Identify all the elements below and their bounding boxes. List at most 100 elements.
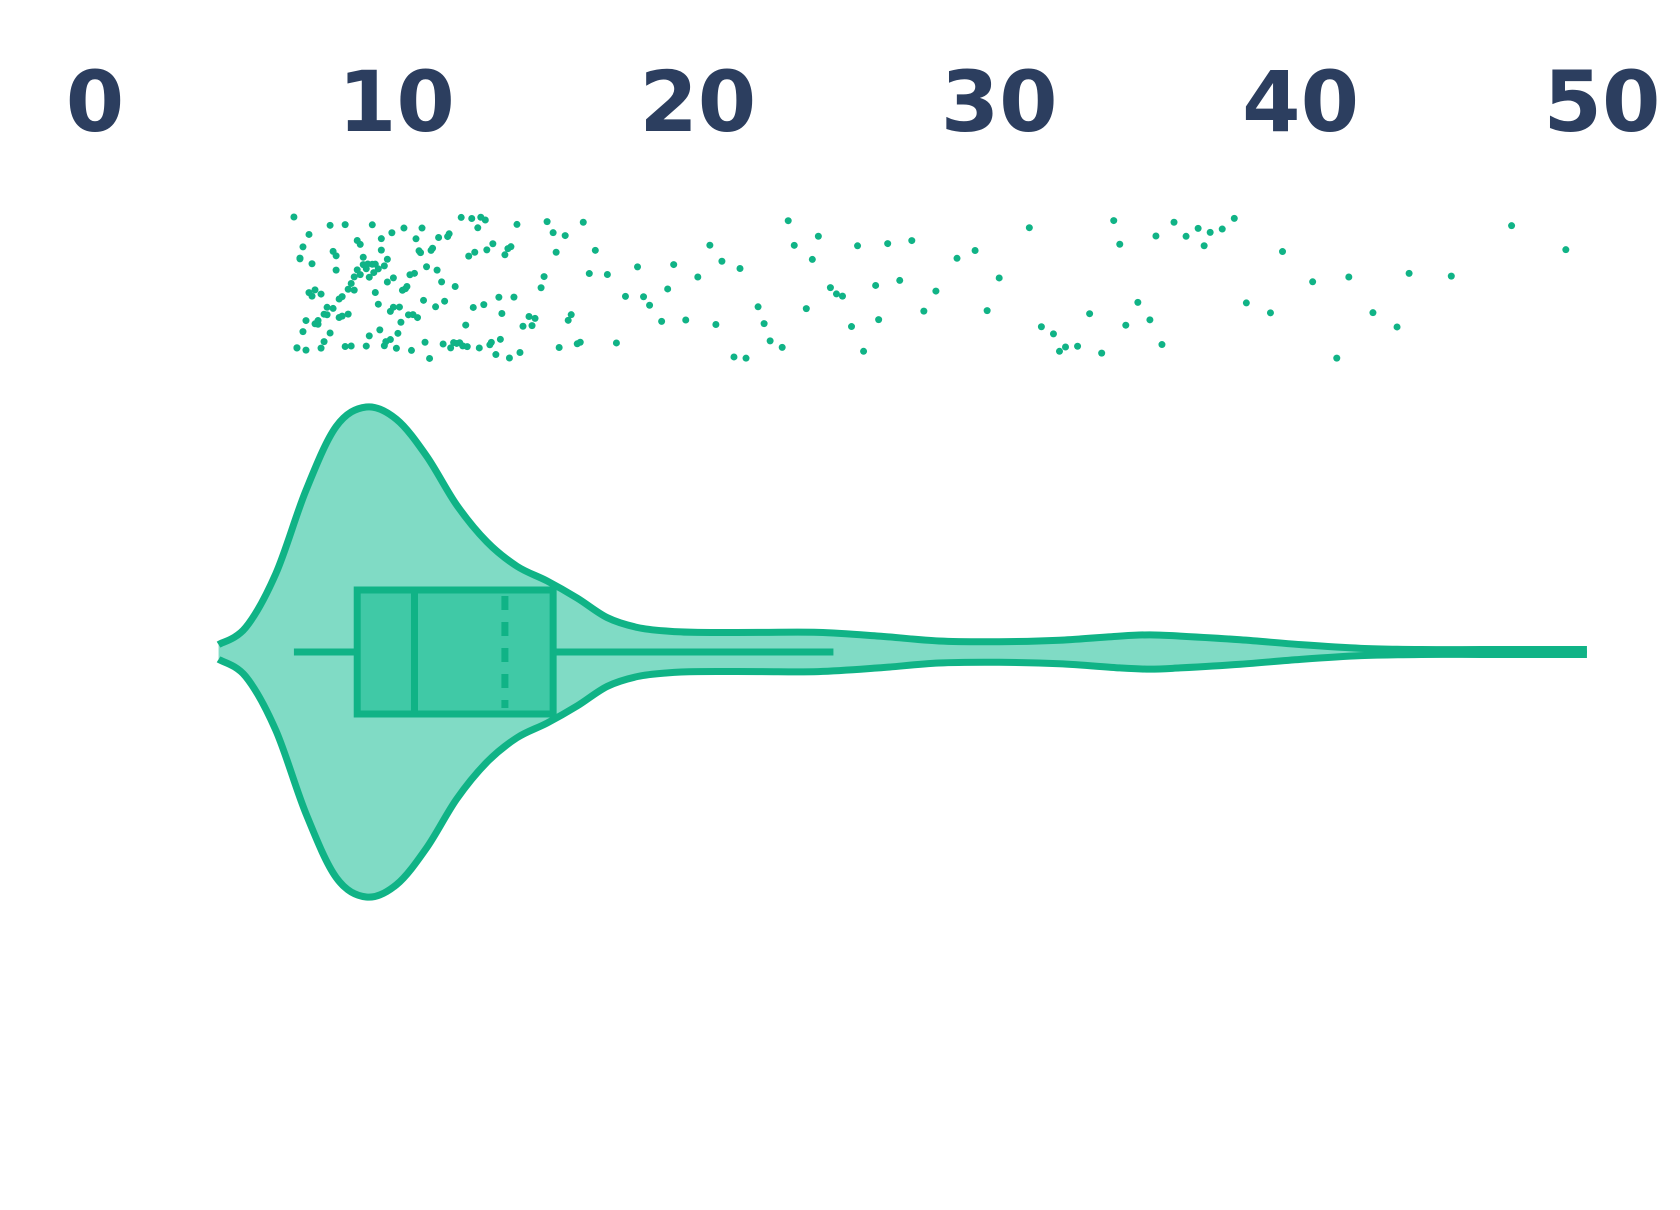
jitter-point (415, 247, 423, 255)
jitter-point (305, 230, 313, 238)
jitter-point (370, 269, 378, 277)
jitter-point (441, 297, 449, 305)
jitter-point (591, 246, 599, 254)
jitter-point (406, 271, 414, 279)
jitter-point (293, 344, 301, 352)
jitter-point (364, 260, 372, 268)
jitter-point (634, 263, 642, 271)
jitter-point (516, 349, 524, 357)
jitter-point (347, 342, 355, 350)
x-tick-label: 50 (1544, 53, 1661, 151)
jitter-point (1182, 232, 1190, 240)
jitter-point (1158, 341, 1166, 349)
jitter-point (471, 248, 479, 256)
jitter-point (498, 309, 506, 317)
jitter-point (983, 307, 991, 315)
jitter-point (778, 343, 786, 351)
jitter-point (561, 232, 569, 240)
jitter-point (1025, 224, 1033, 232)
jitter-point (338, 293, 346, 301)
jitter-point (323, 311, 331, 319)
jitter-point (1152, 232, 1160, 240)
jitter-point (848, 323, 856, 331)
jitter-point (462, 321, 470, 329)
jitter-point (664, 285, 672, 293)
jitter-point (377, 235, 385, 243)
jitter-point (496, 335, 504, 343)
jitter-point (389, 274, 397, 282)
jitter-point (323, 303, 331, 311)
jitter-point (896, 276, 904, 284)
jitter-point (487, 338, 495, 346)
jitter-point (706, 241, 714, 249)
jitter-point (426, 354, 434, 362)
jitter-point (350, 273, 358, 281)
x-tick-label: 0 (66, 53, 124, 151)
jitter-point (1369, 309, 1377, 317)
jitter-point (388, 229, 396, 237)
jitter-point (920, 307, 928, 315)
jitter-point (1194, 224, 1202, 232)
jitter-point (621, 292, 629, 300)
jitter-point (579, 218, 587, 226)
jitter-point (1098, 349, 1106, 357)
jitter-point (1562, 246, 1570, 254)
jitter-point (1170, 218, 1178, 226)
jitter-point (1393, 323, 1401, 331)
jitter-point (492, 351, 500, 359)
jitter-point (468, 214, 476, 222)
jitter-point (365, 273, 373, 281)
jitter-point (519, 322, 527, 330)
x-tick-label: 20 (639, 53, 756, 151)
jitter-point (1333, 354, 1341, 362)
jitter-point (469, 303, 477, 311)
jitter-point (1086, 310, 1094, 318)
violin-upper (216, 403, 1587, 654)
jitter-point (308, 260, 316, 268)
jitter-point (531, 314, 539, 322)
jitter-point (409, 311, 417, 319)
jitter-point (1345, 273, 1353, 281)
jitter-point (802, 305, 810, 313)
jitter-point (403, 282, 411, 290)
jitter-point (854, 242, 862, 250)
jitter-point (438, 278, 446, 286)
jitter-point (1200, 242, 1208, 250)
jitter-point (1146, 316, 1154, 324)
jitter-point (439, 340, 447, 348)
jitter-point (365, 332, 373, 340)
jitter-point (377, 246, 385, 254)
jitter-point (308, 292, 316, 300)
jitter-point (392, 344, 400, 352)
jitter-point (1037, 323, 1045, 331)
jitter-point (1309, 278, 1317, 286)
jitter-point (418, 224, 426, 232)
jitter-point (451, 282, 459, 290)
jitter-point (423, 263, 431, 271)
jitter-point (1230, 214, 1238, 222)
jitter-point (1405, 269, 1413, 277)
jitter-point (1279, 248, 1287, 256)
jitter-point (754, 303, 762, 311)
jitter-point (394, 329, 402, 337)
jitter-point (383, 255, 391, 263)
jitter-point (760, 320, 768, 328)
jitter-point (537, 284, 545, 292)
jitter-point (463, 343, 471, 351)
jitter-point (397, 318, 405, 326)
jitter-point (329, 304, 337, 312)
jitter-point (838, 292, 846, 300)
jitter-point (382, 338, 390, 346)
jitter-point (507, 243, 515, 251)
jitter-point (480, 301, 488, 309)
jitter-point (501, 251, 509, 259)
jitter-point (350, 286, 358, 294)
jitter-point (383, 278, 391, 286)
jitter-point (872, 281, 880, 289)
jitter-point (362, 342, 370, 350)
jitter-point (730, 353, 738, 361)
jitter-point (481, 216, 489, 224)
jitter-point (338, 312, 346, 320)
